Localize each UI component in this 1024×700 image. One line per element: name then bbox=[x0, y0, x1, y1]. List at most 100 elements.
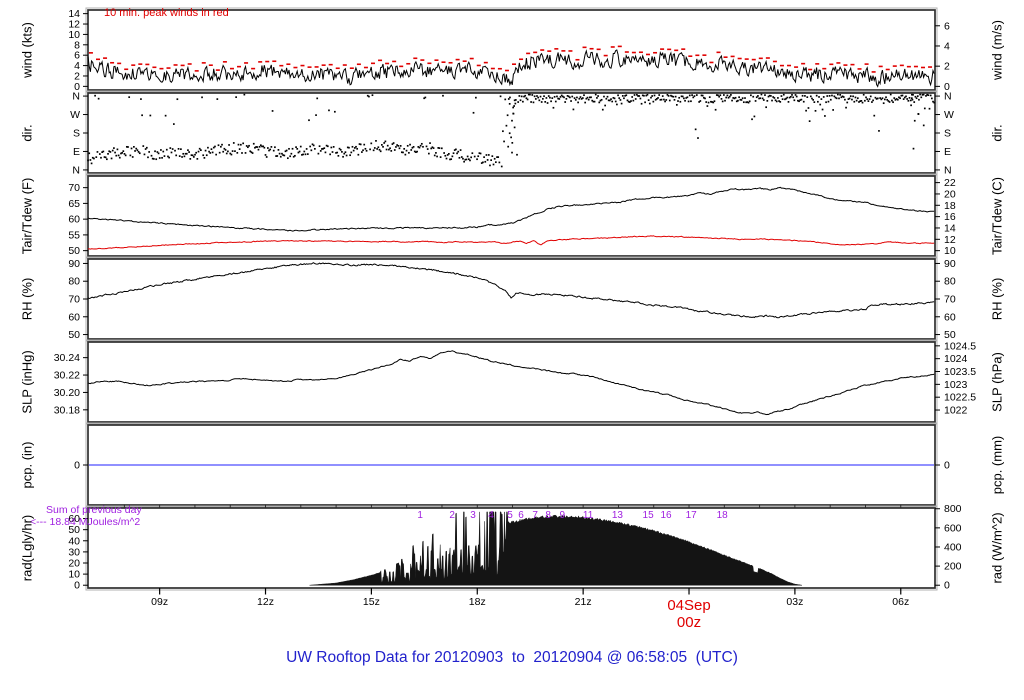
wind-direction-dot bbox=[887, 100, 890, 102]
wind-direction-dot bbox=[794, 94, 797, 96]
rad-right-tick-label: 800 bbox=[944, 503, 962, 515]
wind-direction-dot bbox=[697, 137, 699, 139]
wind-direction-dot bbox=[577, 101, 579, 104]
wind-direction-dot bbox=[553, 95, 556, 98]
wind-direction-dot bbox=[118, 156, 121, 159]
wind-direction-dot bbox=[777, 97, 779, 99]
wind-direction-dot bbox=[704, 97, 706, 100]
wind-direction-dot bbox=[510, 136, 512, 139]
wind-direction-dot bbox=[915, 97, 918, 100]
wind-right-tick-label: 2 bbox=[944, 61, 950, 73]
wind-direction-dot bbox=[914, 95, 917, 98]
wind-direction-dot bbox=[262, 145, 265, 148]
wind-direction-dot bbox=[162, 150, 165, 153]
wind-direction-dot bbox=[710, 100, 712, 103]
wind-direction-dot bbox=[628, 101, 631, 103]
axis-title-slp-inhg: SLP (inHg) bbox=[19, 350, 35, 414]
wind-direction-dot bbox=[579, 96, 582, 98]
wind-direction-dot bbox=[189, 158, 192, 160]
wind-direction-dot bbox=[918, 98, 920, 101]
wind-direction-dot bbox=[604, 104, 606, 107]
wind-direction-dot bbox=[149, 114, 152, 117]
wind-direction-dot bbox=[886, 98, 889, 101]
wind-direction-dot bbox=[789, 95, 792, 98]
wind-direction-dot bbox=[134, 150, 136, 152]
wind-direction-dot bbox=[153, 158, 155, 160]
wind-direction-dot bbox=[744, 97, 746, 99]
rad-left-tick-label: 40 bbox=[68, 535, 80, 547]
wind-direction-dot bbox=[674, 95, 677, 98]
wind-direction-dot bbox=[121, 151, 123, 154]
pcp-right-tick-label: 0 bbox=[944, 460, 950, 472]
wind-direction-dot bbox=[587, 98, 590, 101]
wind-direction-dot bbox=[422, 145, 424, 148]
tair-tdew-left-tick-label: 65 bbox=[68, 198, 80, 210]
wind-direction-dot bbox=[377, 146, 380, 149]
wind-direction-dot bbox=[160, 149, 162, 151]
wind-direction-dot bbox=[646, 93, 649, 96]
wind-direction-dot bbox=[692, 96, 695, 99]
wind-direction-dot bbox=[452, 152, 455, 155]
wind-direction-dot bbox=[571, 95, 574, 98]
wind-direction-dot bbox=[484, 160, 487, 163]
wind-direction-dot bbox=[699, 100, 702, 102]
wind-direction-dot bbox=[479, 152, 482, 155]
wind-direction-dot bbox=[416, 150, 418, 153]
wind-direction-dot bbox=[896, 98, 899, 101]
wind-direction-dot bbox=[466, 155, 469, 158]
wind-direction-dot bbox=[323, 147, 326, 150]
wind-direction-dot bbox=[169, 147, 172, 149]
rad-cumulative-hour-label: 3 bbox=[470, 510, 476, 521]
wind-direction-dot bbox=[232, 142, 235, 144]
wind-direction-dot bbox=[210, 148, 213, 151]
wind-direction-dot bbox=[368, 95, 370, 98]
dir-left-tick-label: E bbox=[73, 146, 80, 158]
wind-direction-dot bbox=[167, 155, 169, 158]
wind-direction-dot bbox=[230, 153, 233, 156]
wind-direction-dot bbox=[714, 108, 717, 111]
wind-direction-dot bbox=[163, 155, 166, 157]
slp-right-tick-label: 1022 bbox=[944, 405, 968, 417]
rad-sum-annotation-line2: <--- 18.84 MJoules/m^2 bbox=[30, 516, 141, 528]
wind-direction-dot bbox=[296, 147, 299, 150]
wind-direction-dot bbox=[298, 150, 301, 153]
wind-direction-dot bbox=[245, 145, 248, 147]
wind-direction-dot bbox=[724, 99, 726, 102]
wind-direction-dot bbox=[458, 156, 461, 159]
wind-direction-dot bbox=[841, 95, 844, 98]
wind-direction-dot bbox=[533, 95, 536, 98]
wind-direction-dot bbox=[142, 145, 145, 147]
wind-direction-dot bbox=[514, 99, 517, 101]
wind-direction-dot bbox=[874, 96, 877, 99]
wind-direction-dot bbox=[888, 101, 891, 103]
wind-direction-dot bbox=[274, 146, 276, 149]
wind-direction-dot bbox=[539, 95, 542, 98]
rh-left-tick-label: 50 bbox=[68, 329, 80, 341]
solar-radiation-area bbox=[309, 511, 802, 586]
wind-direction-dot bbox=[109, 151, 112, 153]
wind-direction-dot bbox=[643, 94, 645, 97]
wind-direction-dot bbox=[726, 94, 729, 97]
wind-direction-dot bbox=[753, 115, 756, 118]
wind-direction-dot bbox=[793, 99, 796, 102]
wind-direction-dot bbox=[872, 99, 874, 102]
wind-direction-dot bbox=[103, 156, 106, 158]
wind-direction-dot bbox=[111, 149, 114, 152]
wind-direction-dot bbox=[814, 109, 817, 112]
wind-direction-dot bbox=[780, 95, 783, 97]
wind-direction-dot bbox=[151, 157, 154, 160]
wind-direction-dot bbox=[733, 97, 736, 100]
rh-left-tick-label: 70 bbox=[68, 294, 80, 306]
axis-title-tair-c: Tair/Tdew (C) bbox=[989, 176, 1005, 256]
wind-direction-dot bbox=[330, 146, 333, 149]
dir-panel-frame bbox=[87, 92, 936, 174]
slp-line bbox=[87, 350, 935, 416]
slp-right-tick-label: 1022.5 bbox=[944, 392, 976, 404]
wind-direction-dot bbox=[438, 147, 441, 149]
wind-direction-dot bbox=[537, 96, 540, 99]
wind-direction-dot bbox=[379, 150, 382, 153]
wind-direction-dot bbox=[559, 96, 562, 98]
tair-tdew-left-tick-label: 70 bbox=[68, 182, 80, 194]
wind-direction-dot bbox=[739, 98, 742, 101]
